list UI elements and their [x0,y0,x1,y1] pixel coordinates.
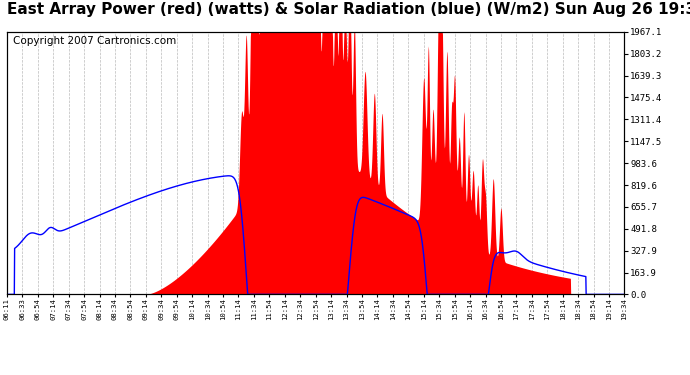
Text: East Array Power (red) (watts) & Solar Radiation (blue) (W/m2) Sun Aug 26 19:37: East Array Power (red) (watts) & Solar R… [7,2,690,17]
Text: Copyright 2007 Cartronics.com: Copyright 2007 Cartronics.com [13,36,177,46]
